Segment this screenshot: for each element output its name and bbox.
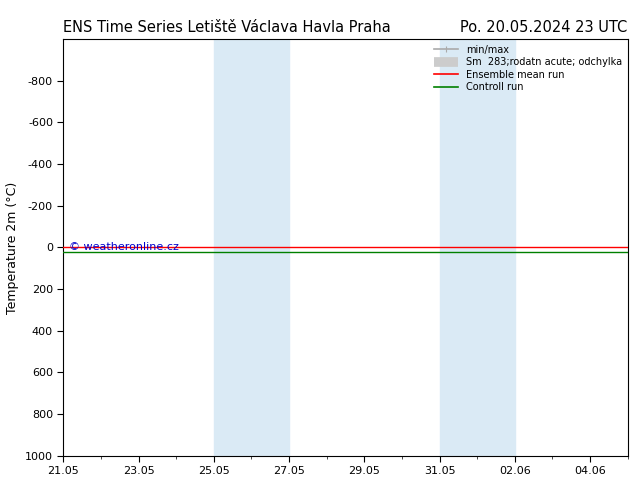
- Text: © weatheronline.cz: © weatheronline.cz: [69, 243, 179, 252]
- Text: Po. 20.05.2024 23 UTC: Po. 20.05.2024 23 UTC: [460, 20, 628, 35]
- Bar: [439, 39, 515, 456]
- Text: ENS Time Series Letiště Václava Havla Praha: ENS Time Series Letiště Václava Havla Pr…: [63, 20, 391, 35]
- Bar: [214, 39, 289, 456]
- Legend: min/max, Sm  283;rodatn acute; odchylka, Ensemble mean run, Controll run: min/max, Sm 283;rodatn acute; odchylka, …: [430, 41, 626, 96]
- Y-axis label: Temperature 2m (°C): Temperature 2m (°C): [6, 181, 20, 314]
